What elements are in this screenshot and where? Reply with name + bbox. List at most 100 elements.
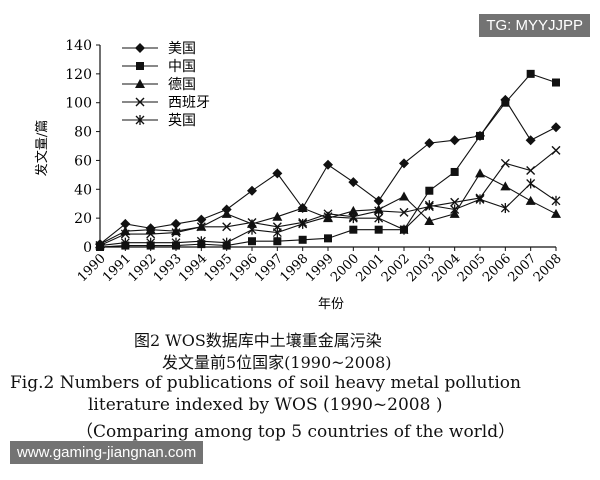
x-tick-label: 1990 bbox=[75, 251, 109, 285]
data-point-star bbox=[120, 237, 130, 248]
line-chart: 0204060801001201401990199119921993199419… bbox=[34, 38, 565, 312]
data-point-square bbox=[273, 237, 282, 246]
data-point-star bbox=[196, 236, 206, 247]
data-point-triangle bbox=[171, 226, 181, 236]
data-point-diamond bbox=[135, 43, 145, 53]
watermark-top: TG: MYYJJPP bbox=[479, 14, 590, 37]
data-point-x bbox=[171, 228, 181, 238]
series-markers bbox=[95, 69, 561, 251]
legend-label: 英国 bbox=[168, 112, 196, 129]
caption-en-line2: literature indexed by WOS (1990~2008 ) bbox=[88, 395, 443, 415]
x-tick-label: 1996 bbox=[227, 251, 261, 285]
data-point-triangle bbox=[424, 216, 435, 226]
data-point-star bbox=[146, 237, 156, 248]
x-tick-label: 1998 bbox=[277, 251, 311, 285]
x-tick-label: 1994 bbox=[176, 251, 210, 285]
data-point-x bbox=[135, 97, 145, 107]
data-point-triangle bbox=[297, 203, 308, 213]
y-tick-label: 20 bbox=[74, 211, 92, 227]
data-point-star bbox=[171, 237, 181, 248]
data-point-square bbox=[248, 237, 256, 246]
data-point-diamond bbox=[348, 177, 359, 188]
data-point-diamond bbox=[120, 218, 131, 229]
data-point-star bbox=[222, 237, 232, 248]
data-point-diamond bbox=[247, 185, 257, 196]
data-point-diamond bbox=[551, 122, 561, 133]
x-tick-label: 2008 bbox=[531, 251, 565, 285]
data-point-square bbox=[450, 167, 459, 176]
data-point-star bbox=[272, 227, 282, 238]
data-point-diamond bbox=[399, 158, 409, 169]
data-point-star bbox=[450, 204, 460, 215]
data-point-triangle bbox=[551, 208, 561, 218]
data-point-x bbox=[551, 145, 561, 155]
y-tick-label: 60 bbox=[74, 153, 92, 169]
data-point-x bbox=[222, 222, 232, 232]
x-tick-label: 2005 bbox=[455, 251, 489, 285]
legend-label: 德国 bbox=[168, 77, 196, 93]
data-point-square bbox=[324, 234, 332, 243]
caption-cn-line2: 发文量前5位国家(1990~2008) bbox=[162, 353, 392, 372]
y-axis-label: 发文量/篇 bbox=[34, 120, 50, 176]
data-point-triangle bbox=[475, 168, 485, 178]
data-point-x bbox=[120, 229, 130, 239]
data-point-diamond bbox=[171, 218, 181, 229]
x-tick-label: 2006 bbox=[480, 251, 514, 285]
data-point-diamond bbox=[272, 168, 283, 179]
data-point-square bbox=[552, 78, 560, 87]
x-tick-label: 2001 bbox=[353, 251, 387, 285]
legend-label: 美国 bbox=[168, 41, 196, 57]
x-tick-label: 2003 bbox=[404, 251, 438, 285]
data-point-star bbox=[348, 213, 358, 224]
data-point-triangle bbox=[272, 211, 283, 221]
data-point-square bbox=[136, 62, 144, 70]
data-point-star bbox=[551, 195, 561, 206]
data-point-square bbox=[349, 225, 358, 234]
x-axis-label: 年份 bbox=[318, 297, 344, 312]
data-point-star bbox=[374, 213, 384, 224]
data-point-star bbox=[399, 224, 409, 235]
data-point-x bbox=[247, 217, 257, 227]
data-point-x bbox=[146, 229, 156, 239]
data-point-square bbox=[526, 69, 535, 78]
x-tick-label: 2000 bbox=[328, 251, 362, 285]
data-point-diamond bbox=[424, 138, 435, 149]
data-point-triangle bbox=[120, 226, 131, 236]
x-tick-label: 1992 bbox=[125, 251, 159, 285]
y-tick-label: 0 bbox=[83, 240, 92, 256]
data-point-diamond bbox=[525, 135, 536, 146]
legend-label: 西班牙 bbox=[168, 95, 210, 111]
data-point-star bbox=[247, 224, 257, 235]
data-point-star bbox=[424, 200, 434, 211]
data-point-x bbox=[399, 207, 409, 217]
y-tick-label: 140 bbox=[65, 38, 92, 54]
data-point-square bbox=[501, 98, 510, 107]
caption-en-line3: （Comparing among top 5 countries of the … bbox=[76, 422, 516, 442]
caption-cn-line1: 图2 WOS数据库中土壤重金属污染 bbox=[134, 331, 382, 350]
data-point-square bbox=[298, 235, 307, 244]
data-point-diamond bbox=[323, 159, 333, 170]
x-tick-label: 1997 bbox=[252, 251, 286, 285]
data-point-diamond bbox=[373, 195, 384, 206]
data-point-x bbox=[196, 222, 206, 232]
legend-label: 中国 bbox=[168, 59, 196, 75]
watermark-bottom: www.gaming-jiangnan.com bbox=[10, 441, 204, 464]
x-tick-label: 1999 bbox=[303, 251, 337, 285]
data-point-x bbox=[450, 197, 460, 207]
x-tick-label: 2004 bbox=[429, 251, 463, 285]
data-point-square bbox=[374, 225, 383, 234]
data-point-star bbox=[500, 203, 510, 214]
data-point-star bbox=[298, 218, 308, 229]
data-point-star bbox=[475, 194, 485, 205]
x-tick-label: 2002 bbox=[379, 251, 413, 285]
data-point-triangle bbox=[135, 79, 145, 88]
data-point-triangle bbox=[348, 205, 359, 215]
data-point-square bbox=[476, 131, 484, 140]
y-tick-label: 100 bbox=[65, 96, 92, 112]
data-point-star bbox=[323, 211, 333, 222]
data-point-x bbox=[374, 206, 384, 216]
data-point-diamond bbox=[196, 214, 207, 225]
x-tick-label: 1993 bbox=[151, 251, 185, 285]
data-point-x bbox=[526, 166, 536, 176]
